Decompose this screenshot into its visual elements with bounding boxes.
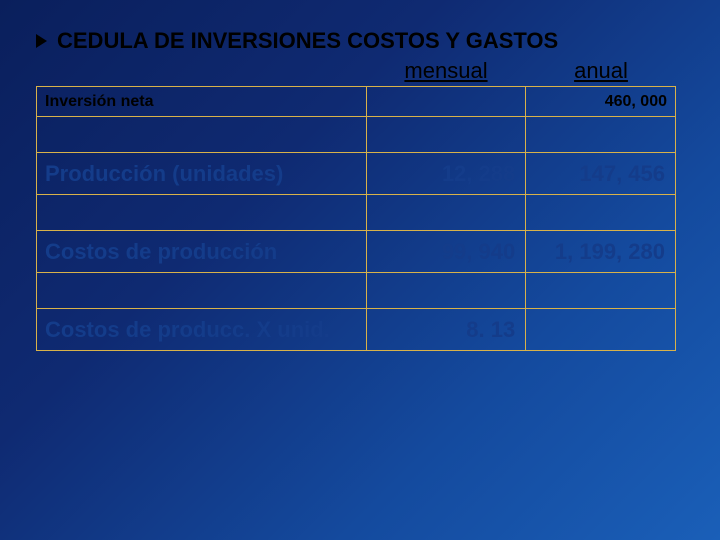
table-gap-row bbox=[37, 195, 676, 231]
table-row: Costos de producción 99, 940 1, 199, 280 bbox=[37, 231, 676, 273]
arrow-right-icon bbox=[36, 34, 47, 48]
inversion-mensual bbox=[366, 87, 526, 117]
slide-title: CEDULA DE INVERSIONES COSTOS Y GASTOS bbox=[57, 28, 558, 54]
row-mensual: 12, 288 bbox=[367, 161, 526, 187]
row-mensual: 8. 13 bbox=[367, 317, 526, 343]
row-anual: 147, 456 bbox=[526, 161, 675, 187]
header-spacer bbox=[36, 58, 366, 84]
row-anual: 1, 199, 280 bbox=[526, 239, 675, 265]
inversion-anual: 460, 000 bbox=[526, 93, 675, 111]
column-headers: mensual anual bbox=[36, 58, 676, 84]
row-label: Costos de producc. X unid. bbox=[37, 317, 366, 343]
table-gap-row bbox=[37, 117, 676, 153]
header-anual: anual bbox=[526, 58, 676, 84]
inversion-label: Inversión neta bbox=[37, 93, 366, 111]
row-label: Costos de producción bbox=[37, 239, 366, 265]
title-line: CEDULA DE INVERSIONES COSTOS Y GASTOS bbox=[36, 28, 684, 54]
table-gap-row bbox=[37, 273, 676, 309]
slide: CEDULA DE INVERSIONES COSTOS Y GASTOS me… bbox=[0, 0, 720, 540]
row-inversion-neta: Inversión neta 460, 000 bbox=[37, 87, 676, 117]
row-mensual: 99, 940 bbox=[367, 239, 526, 265]
row-label: Producción (unidades) bbox=[37, 161, 366, 187]
table-row: Costos de producc. X unid. 8. 13 bbox=[37, 309, 676, 351]
table-row: Producción (unidades) 12, 288 147, 456 bbox=[37, 153, 676, 195]
data-table: Inversión neta 460, 000 Producción (unid… bbox=[36, 86, 676, 351]
header-mensual: mensual bbox=[366, 58, 526, 84]
